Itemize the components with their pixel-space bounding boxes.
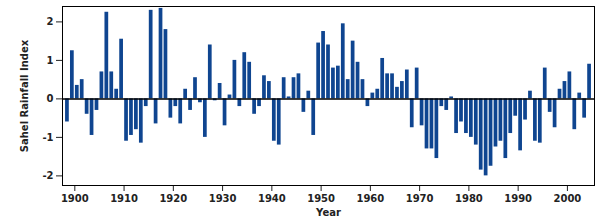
svg-text:1990: 1990 (504, 193, 532, 204)
svg-text:1980: 1980 (455, 193, 483, 204)
svg-text:1: 1 (47, 55, 54, 66)
svg-text:1930: 1930 (209, 193, 237, 204)
svg-text:0: 0 (47, 93, 54, 104)
svg-text:1950: 1950 (307, 193, 335, 204)
svg-text:1920: 1920 (159, 193, 187, 204)
svg-text:1900: 1900 (61, 193, 89, 204)
svg-text:1960: 1960 (356, 193, 384, 204)
svg-text:-2: -2 (42, 170, 53, 181)
svg-text:Year: Year (315, 207, 341, 218)
svg-text:-1: -1 (42, 132, 53, 143)
svg-text:1910: 1910 (110, 193, 138, 204)
svg-text:2000: 2000 (553, 193, 581, 204)
svg-text:1970: 1970 (406, 193, 434, 204)
svg-text:Sahel Rainfall Index: Sahel Rainfall Index (19, 39, 30, 152)
svg-text:1940: 1940 (258, 193, 286, 204)
svg-text:2: 2 (47, 16, 54, 27)
